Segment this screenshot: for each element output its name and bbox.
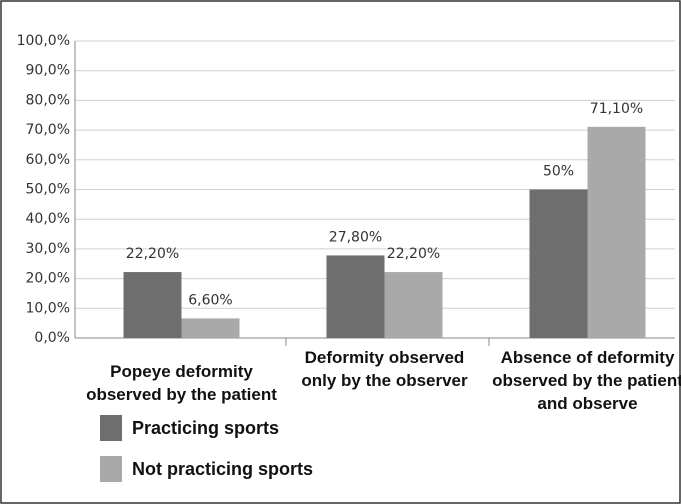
data-label: 71,10% — [590, 101, 643, 117]
legend-entry: Not practicing sports — [100, 456, 313, 482]
bar — [123, 272, 182, 338]
bar — [326, 255, 385, 338]
bar — [384, 272, 443, 338]
y-tick-label: 80,0% — [26, 92, 70, 108]
legend-label: Practicing sports — [132, 417, 280, 438]
x-tick-label: Deformity observed only by the observer — [301, 348, 468, 390]
y-tick-label: 40,0% — [26, 211, 70, 227]
data-label: 50% — [543, 164, 574, 180]
data-label: 22,20% — [126, 246, 179, 262]
legend-swatch — [100, 456, 122, 482]
data-label: 27,80% — [329, 229, 382, 245]
y-tick-label: 0,0% — [34, 330, 70, 346]
y-tick-label: 10,0% — [26, 300, 70, 316]
legend-label: Not practicing sports — [132, 458, 314, 479]
x-tick-label: Popeye deformity observed by the patient — [86, 362, 277, 404]
bar — [181, 318, 240, 338]
data-label: 22,20% — [387, 246, 440, 262]
y-tick-label: 60,0% — [26, 152, 70, 168]
y-tick-label: 20,0% — [26, 271, 70, 287]
y-tick-label: 100,0% — [17, 33, 70, 49]
bar — [529, 189, 588, 338]
y-tick-label: 30,0% — [26, 241, 70, 257]
bar — [587, 126, 646, 338]
data-label: 6,60% — [188, 292, 232, 308]
y-tick-label: 70,0% — [26, 122, 70, 138]
x-tick-label: Absence of deformity observed by the pat… — [492, 348, 681, 413]
legend-swatch — [100, 415, 122, 441]
y-tick-label: 90,0% — [26, 63, 70, 79]
legend-entry: Practicing sports — [100, 415, 279, 441]
y-tick-label: 50,0% — [26, 182, 70, 198]
